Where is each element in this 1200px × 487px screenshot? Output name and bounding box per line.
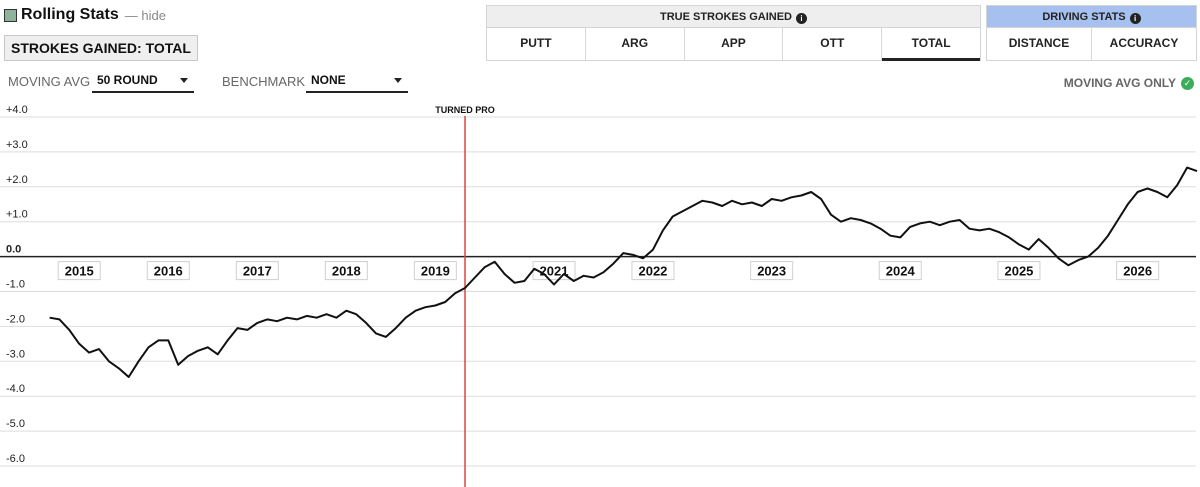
x-tick-box (750, 261, 794, 281)
benchmark-label: BENCHMARK (222, 74, 306, 89)
x-tick: 2018 (324, 261, 368, 281)
x-tick-label: 2019 (421, 264, 450, 279)
x-tick: 2025 (997, 261, 1041, 281)
y-tick-label: -4.0 (6, 383, 25, 395)
driving-stats-title: DRIVING STATS (1042, 11, 1126, 23)
info-icon[interactable]: i (796, 13, 807, 24)
x-tick: 2026 (1116, 261, 1160, 281)
y-tick-label: -3.0 (6, 348, 25, 360)
series-line (49, 166, 1198, 378)
panel-title-text: Rolling Stats (21, 6, 119, 23)
x-tick-box (146, 261, 190, 281)
panel-color-swatch (4, 8, 17, 22)
tab-arg[interactable]: ARG (586, 28, 685, 61)
x-tick-box (631, 261, 675, 281)
y-tick-label: +2.0 (6, 174, 28, 186)
benchmark-value: NONE (311, 73, 346, 87)
x-tick-box (57, 261, 101, 281)
y-tick-label: +3.0 (6, 139, 28, 151)
x-tick-label: 2024 (886, 264, 916, 279)
y-tick-label: -1.0 (6, 279, 25, 291)
true-sg-title: TRUE STROKES GAINED (659, 11, 792, 23)
moving-avg-only-label: MOVING AVG ONLY (1063, 76, 1176, 90)
panel-title: Rolling Stats — hide (4, 5, 166, 25)
x-tick: 2024 (878, 261, 922, 281)
y-tick-label: -2.0 (6, 313, 25, 325)
x-tick-label: 2016 (154, 264, 183, 279)
benchmark-select[interactable]: NONE (306, 70, 408, 93)
tab-ott[interactable]: OTT (783, 28, 883, 61)
x-tick-box (878, 261, 922, 281)
hide-link[interactable]: — hide (124, 7, 166, 23)
x-tick-box (1116, 261, 1160, 281)
y-axis: +4.0 +3.0 +2.0 +1.0 0.0 -1.0 -2.0 -3.0 -4.0 -5.0 -… (6, 104, 28, 465)
x-tick-label: 2018 (332, 264, 361, 279)
true-sg-header: TRUE STROKES GAINED i (487, 6, 980, 28)
x-tick-label: 2015 (65, 264, 94, 279)
info-icon[interactable]: i (1129, 13, 1141, 24)
moving-avg-label: MOVING AVG (8, 74, 91, 89)
x-tick-box (997, 261, 1041, 281)
x-tick-label: 2025 (1004, 264, 1033, 279)
x-tick-label: 2022 (638, 264, 667, 279)
x-tick-label: 2017 (243, 264, 272, 279)
x-tick-label: 2023 (757, 264, 786, 279)
x-tick-box (324, 261, 368, 281)
rolling-stats-chart: +4.0 +3.0 +2.0 +1.0 0.0 -1.0 -2.0 -3.0 -4.0 -5.0 -… (0, 104, 1198, 487)
true-sg-tab-group: TRUE STROKES GAINED i PUTT ARG APP OTT TO… (486, 5, 981, 61)
y-tick-label: 0.0 (6, 244, 21, 256)
driving-stats-header: DRIVING STATS i (987, 6, 1196, 28)
tab-total[interactable]: TOTAL (882, 28, 980, 61)
y-tick-label: +4.0 (6, 104, 28, 116)
y-tick-label: -5.0 (6, 418, 25, 430)
tab-app[interactable]: APP (685, 28, 784, 61)
x-tick-box (413, 261, 457, 281)
check-icon: ✓ (1181, 76, 1194, 90)
y-tick-label: -6.0 (6, 453, 25, 465)
moving-avg-select[interactable]: 50 ROUND (92, 70, 194, 93)
tab-putt[interactable]: PUTT (487, 28, 586, 61)
grid (0, 116, 1196, 467)
x-tick: 2022 (631, 261, 675, 281)
chevron-down-icon (394, 78, 402, 83)
x-axis: 2015 2016 2017 2018 2019 2021 2022 2023 2024 2025… (57, 261, 1160, 281)
x-tick: 2019 (413, 261, 457, 281)
stat-badge[interactable]: STROKES GAINED: TOTAL (4, 35, 198, 61)
moving-avg-only-toggle[interactable]: MOVING AVG ONLY ✓ (1064, 76, 1194, 90)
x-tick: 2017 (235, 261, 279, 281)
tab-distance[interactable]: DISTANCE (987, 28, 1092, 61)
driving-stats-tab-group: DRIVING STATS i DISTANCE ACCURACY (986, 5, 1197, 61)
turned-pro-label: TURNED PRO (435, 105, 495, 115)
x-tick: 2023 (750, 261, 794, 281)
y-tick-label: +1.0 (6, 209, 28, 221)
x-tick-label: 2021 (540, 264, 569, 279)
x-tick: 2016 (146, 261, 190, 281)
chevron-down-icon (180, 78, 188, 83)
tab-accuracy[interactable]: ACCURACY (1109, 36, 1179, 50)
x-tick: 2015 (57, 261, 101, 281)
x-tick-box (235, 261, 279, 281)
moving-avg-value: 50 ROUND (97, 73, 158, 87)
x-tick-label: 2026 (1123, 264, 1152, 279)
